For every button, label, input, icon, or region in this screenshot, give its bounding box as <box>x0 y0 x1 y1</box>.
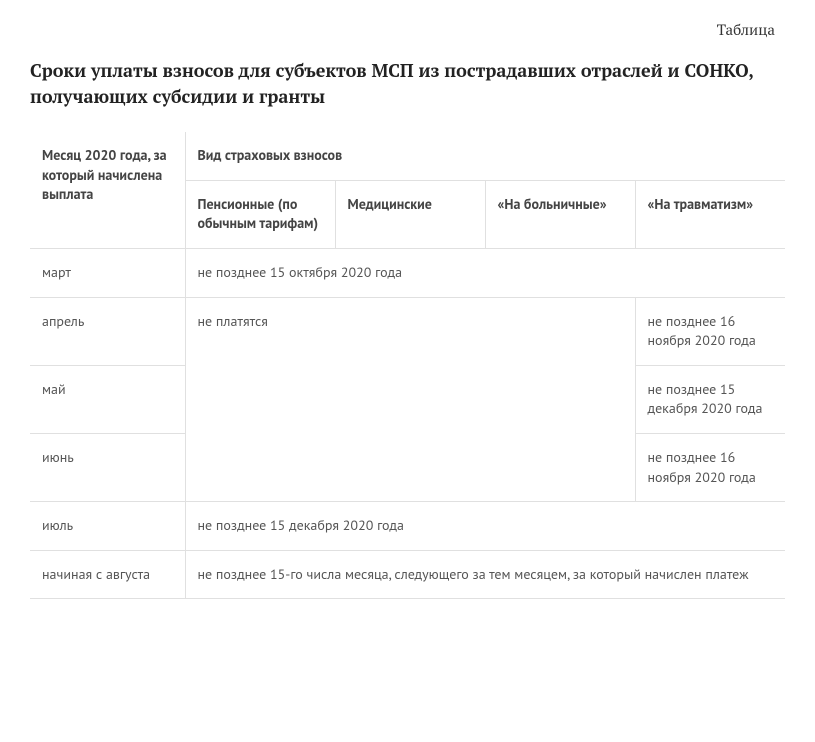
header-medical: Медицинские <box>335 180 485 248</box>
header-group: Вид страховых взносов <box>185 132 785 180</box>
header-sick: «На больничные» <box>485 180 635 248</box>
cell-month: май <box>30 365 185 433</box>
header-pension: Пенсионные (по обычным тарифам) <box>185 180 335 248</box>
cell-injury: не позднее 15 декабря 2020 года <box>635 365 785 433</box>
cell-month: март <box>30 248 185 297</box>
header-month: Месяц 2020 года, за который начислена вы… <box>30 132 185 248</box>
cell-merged: не позднее 15-го числа месяца, следующег… <box>185 550 785 599</box>
table-row: март не позднее 15 октября 2020 года <box>30 248 785 297</box>
cell-month: июль <box>30 502 185 551</box>
cell-month: начиная с августа <box>30 550 185 599</box>
cell-merged: не позднее 15 декабря 2020 года <box>185 502 785 551</box>
cell-injury: не позднее 16 ноября 2020 года <box>635 297 785 365</box>
cell-injury: не позднее 16 ноября 2020 года <box>635 433 785 501</box>
table-row: июль не позднее 15 декабря 2020 года <box>30 502 785 551</box>
table-row: апрель не платятся не позднее 16 ноября … <box>30 297 785 365</box>
page-title: Сроки уплаты взносов для субъектов МСП и… <box>30 58 785 110</box>
table-header-row-1: Месяц 2020 года, за который начислена вы… <box>30 132 785 180</box>
document-page: Таблица Сроки уплаты взносов для субъект… <box>0 0 815 629</box>
table-label: Таблица <box>30 20 785 40</box>
cell-month: июнь <box>30 433 185 501</box>
header-injury: «На травматизм» <box>635 180 785 248</box>
table-row: начиная с августа не позднее 15-го числа… <box>30 550 785 599</box>
cell-pms-merged: не платятся <box>185 297 635 502</box>
cell-merged: не позднее 15 октября 2020 года <box>185 248 785 297</box>
payment-deadlines-table: Месяц 2020 года, за который начислена вы… <box>30 132 785 599</box>
cell-month: апрель <box>30 297 185 365</box>
